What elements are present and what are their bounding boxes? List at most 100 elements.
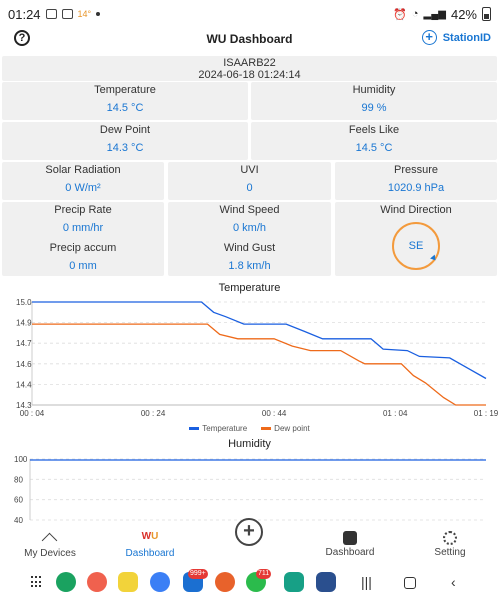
humidity-label: Humidity [352,84,396,96]
solar-radiation-value: 0 W/m² [65,182,101,194]
humidity-value: 99 % [361,102,387,114]
precip-accum-value: 0 mm [69,260,97,272]
wind-speed-value: 0 km/h [232,222,266,234]
notes-app-icon[interactable] [118,572,138,592]
home-button[interactable] [404,577,416,589]
wind-card: Wind Speed 0 km/h Wind Gust 1.8 km/h [168,202,331,276]
wind-gust-label: Wind Gust [223,242,276,254]
wind-speed-label: Wind Speed [219,204,280,216]
nav-setting-label: Setting [434,547,466,558]
outlook-badge: 999+ [188,569,208,579]
pressure-label: Pressure [393,164,439,176]
phone-app-icon[interactable] [56,572,76,592]
station-id: ISAARB22 [223,57,276,69]
dew-point-card: Dew Point 14.3 °C [2,122,248,160]
y-tick-label: 14.9 [16,319,32,328]
add-circle-icon: + [421,30,437,45]
station-id-button[interactable]: + StationID [421,30,491,45]
temperature-chart-title: Temperature [218,282,281,294]
legend-dew-point-label: Dew point [274,424,310,433]
precip-accum-label: Precip accum [49,242,117,254]
gallery-icon [45,9,57,19]
shelly-app-icon[interactable] [316,572,336,592]
x-tick-label: 00 : 44 [262,409,287,418]
y-tick-label: 60 [14,496,23,505]
series-line-temperature [32,301,487,380]
wind-direction-label: Wind Direction [380,204,452,216]
x-tick-label: 00 : 24 [141,409,166,418]
feels-like-value: 14.5 °C [355,142,393,154]
solar-radiation-label: Solar Radiation [45,164,121,176]
wifi-icon: ◔ [411,8,419,20]
y-tick-label: 14.6 [16,360,32,369]
add-fab-button[interactable]: + [235,518,263,546]
x-tick-label: 00 : 04 [20,409,45,418]
nav-setting[interactable]: Setting [426,528,474,558]
humidity-chart-title: Humidity [228,438,271,450]
firefox-app-icon[interactable] [215,572,235,592]
nav-dashboard-2[interactable]: Dashboard [322,528,378,558]
messages-app-icon[interactable] [150,572,170,592]
station-info: ISAARB22 2024-06-18 01:24:14 [2,56,497,81]
pressure-card: Pressure 1020.9 hPa [335,162,497,200]
dashboard-icon [343,531,357,545]
uvi-label: UVI [240,164,259,176]
alarm-icon: ⏰ [393,8,407,21]
precip-rate-label: Precip Rate [54,204,112,216]
legend-temperature-label: Temperature [202,424,248,433]
back-button[interactable]: ‹ [451,574,456,590]
temperature-value: 14.5 °C [106,102,144,114]
nav-dashboard-2-label: Dashboard [325,547,375,558]
precip-card: Precip Rate 0 mm/hr Precip accum 0 mm [2,202,164,276]
temperature-chart-legend: Temperature Dew point [0,424,499,433]
battery-icon [482,7,491,21]
wind-direction-gauge: SE [392,222,440,270]
uvi-card: UVI 0 [168,162,331,200]
x-tick-label: 01 : 19 [474,409,499,418]
gear-icon [443,531,457,545]
nav-dashboard-label: Dashboard [125,548,175,559]
green-app-icon[interactable] [284,572,304,592]
feels-like-label: Feels Like [348,124,400,136]
legend-temperature: Temperature [189,424,247,433]
app-bar: ? WU Dashboard + StationID [0,28,499,52]
whatsapp-badge: 711 [256,569,272,579]
signal-icon: ▂▄▆ [423,8,446,20]
y-tick-label: 100 [14,455,28,464]
y-tick-label: 14.4 [16,380,32,389]
feels-like-card: Feels Like 14.5 °C [251,122,497,160]
series-line-dew-point [32,323,486,406]
nav-dashboard[interactable]: WU Dashboard [122,528,178,559]
status-bar: 01:24 14° ⏰ ◔ ▂▄▆ 42% [0,0,499,28]
station-id-label: StationID [442,31,491,44]
pressure-value: 1020.9 hPa [387,182,445,194]
uvi-value: 0 [246,182,253,194]
status-time: 01:24 [8,6,41,22]
help-icon[interactable]: ? [14,30,30,46]
nav-my-devices-label: My Devices [24,548,76,559]
y-tick-label: 80 [14,475,23,484]
y-tick-label: 14.7 [16,339,32,348]
solar-radiation-card: Solar Radiation 0 W/m² [2,162,164,200]
app-drawer-icon[interactable] [31,576,43,588]
contacts-app-icon[interactable] [87,572,107,592]
precip-rate-value: 0 mm/hr [62,222,104,234]
y-tick-label: 40 [14,516,23,525]
x-tick-label: 01 : 04 [383,409,408,418]
status-temp: 14° [77,9,92,19]
humidity-card: Humidity 99 % [251,82,497,120]
screenshot-icon [61,9,73,19]
nav-my-devices[interactable]: My Devices [24,528,76,559]
more-notifications-icon [96,12,101,16]
battery-percent: 42% [450,6,477,22]
dew-point-label: Dew Point [99,124,151,136]
recent-apps-button[interactable]: ||| [361,574,372,590]
app-title: WU Dashboard [206,32,293,46]
dew-point-value: 14.3 °C [106,142,144,154]
humidity-chart: 100 80 60 40 [14,455,486,525]
station-datetime: 2024-06-18 01:24:14 [198,69,301,81]
temperature-card: Temperature 14.5 °C [2,82,248,120]
temperature-chart: 15.0 14.9 14.7 14.6 14.4 14.300 : 04 00 : 24 00… [16,298,499,418]
wu-logo-icon: WU [141,531,159,542]
y-tick-label: 14.3 [16,401,32,410]
